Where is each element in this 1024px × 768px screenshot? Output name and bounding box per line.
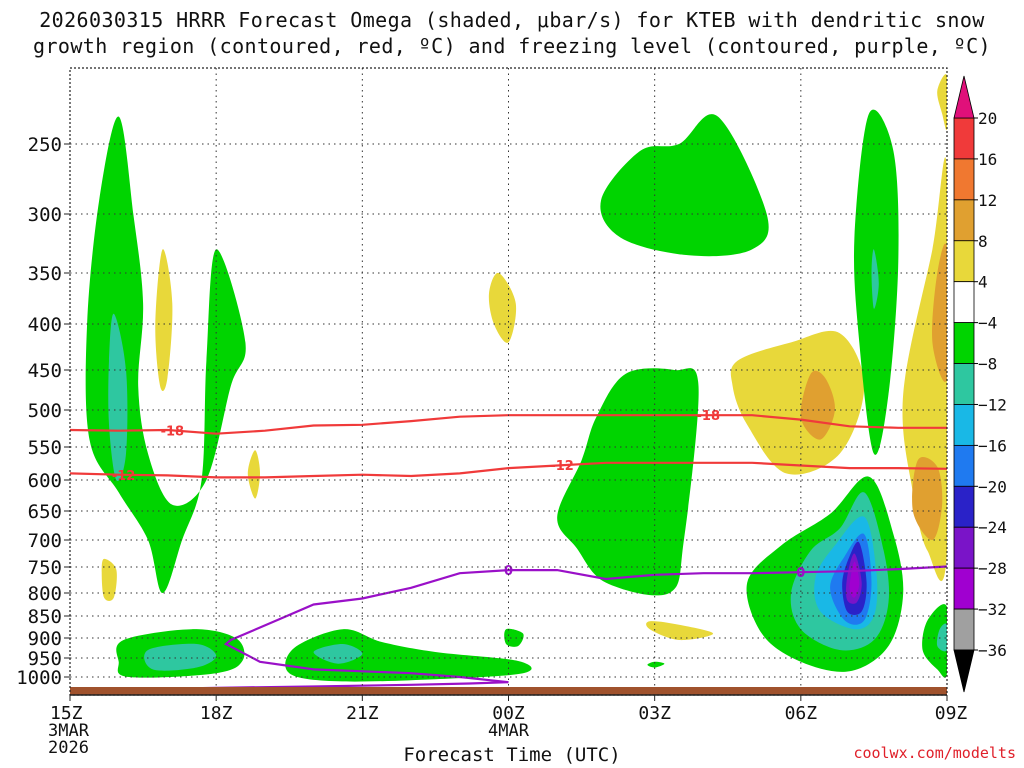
omega-orange-region — [912, 456, 943, 541]
omega-green-region — [922, 604, 947, 678]
omega-shading-layer: -18 -18 -12 -12 0 0 — [70, 74, 947, 691]
colorbar-label: −24 — [978, 518, 1007, 537]
contour-label-dgz_bottom: -12 — [550, 459, 574, 474]
contour-label-freezing_level_main: 0 — [796, 566, 805, 581]
x-tick-label: 18Z — [200, 703, 233, 724]
contour-label-freezing_level_main: 0 — [504, 564, 513, 579]
colorbar-bin — [953, 526, 975, 569]
y-tick-label: 1000 — [16, 667, 62, 689]
omega-yellow-region — [247, 450, 260, 499]
x-tick-label: 21Z — [346, 703, 379, 724]
colorbar-bin — [953, 608, 975, 651]
colorbar-label: −28 — [978, 559, 1007, 578]
y-tick-label: 600 — [28, 470, 62, 492]
chart-title-line2: growth region (contoured, red, ºC) and f… — [33, 34, 991, 58]
colorbar-bin — [953, 117, 975, 160]
y-tick-label: 250 — [28, 134, 62, 156]
omega-green-region — [647, 661, 665, 668]
y-tick-label: 500 — [28, 400, 62, 422]
credit-text: coolwx.com/modelts — [853, 744, 1016, 762]
omega-yellow-region — [101, 558, 117, 601]
colorbar-bin — [953, 444, 975, 487]
y-tick-label: 650 — [28, 501, 62, 523]
colorbar-label: −32 — [978, 600, 1007, 619]
y-tick-label: 350 — [28, 263, 62, 285]
colorbar-bottom-arrow — [953, 649, 975, 693]
omega-green-region — [600, 114, 769, 257]
colorbar-label: −20 — [978, 477, 1007, 496]
omega-yellow-region — [646, 621, 714, 641]
colorbar-label: −36 — [978, 641, 1007, 660]
omega-yellow-region — [730, 330, 865, 475]
contour-label-dgz_top: -18 — [161, 424, 185, 439]
omega-green-region — [557, 368, 699, 596]
y-tick-label: 550 — [28, 437, 62, 459]
colorbar-label: 16 — [978, 150, 997, 169]
colorbar-label: 20 — [978, 109, 997, 128]
colorbar-label: −4 — [978, 314, 997, 333]
colorbar-bin — [953, 240, 975, 283]
omega-yellow-region — [488, 272, 517, 343]
colorbar-bin — [953, 199, 975, 242]
x-tick-label: 03Z — [638, 703, 671, 724]
y-tick-label: 750 — [28, 557, 62, 579]
y-tick-label: 850 — [28, 606, 62, 628]
omega-teal-region — [144, 643, 217, 671]
omega-yellow-region — [155, 249, 173, 392]
omega-teal-region — [871, 249, 879, 309]
colorbar-bin — [953, 322, 975, 364]
omega-yellow-region — [937, 74, 947, 131]
x-tick-label: 15Z — [50, 703, 83, 724]
colorbar-bin — [953, 567, 975, 610]
ground-surface-band — [70, 687, 947, 695]
x-tick-label: 00Z — [492, 703, 525, 724]
contour-freezing_level_main — [223, 565, 947, 684]
x-tick-label: 06Z — [785, 703, 818, 724]
colorbar-label: −8 — [978, 355, 997, 374]
colorbar-bin — [953, 485, 975, 528]
y-tick-label: 800 — [28, 583, 62, 605]
y-tick-label: 300 — [28, 204, 62, 226]
x-tick-label: 09Z — [935, 703, 968, 724]
y-tick-label: 450 — [28, 360, 62, 382]
omega-teal-region — [936, 623, 947, 652]
omega-green-region — [285, 629, 532, 682]
colorbar-label: 12 — [978, 191, 997, 210]
colorbar-bin — [953, 363, 975, 405]
x-tick-year-label: 2026 — [48, 738, 89, 758]
colorbar-bin — [953, 404, 975, 446]
contour-label-dgz_bottom: -12 — [112, 469, 136, 484]
chart-title-line1: 2026030315 HRRR Forecast Omega (shaded, … — [39, 8, 985, 32]
x-axis-label: Forecast Time (UTC) — [403, 744, 621, 766]
x-tick-sublabel: 3MAR — [48, 721, 90, 741]
x-tick-sublabel: 4MAR — [488, 721, 530, 741]
omega-teal-region — [313, 643, 363, 664]
contour-label-dgz_top: -18 — [697, 409, 721, 424]
y-tick-label: 700 — [28, 530, 62, 552]
colorbar-label: −16 — [978, 436, 1007, 455]
colorbar-top-arrow — [953, 75, 975, 119]
colorbar-label: −12 — [978, 395, 1007, 414]
omega-green-region — [504, 628, 524, 647]
omega-teal-region — [108, 313, 128, 482]
colorbar-bin — [953, 158, 975, 201]
y-tick-label: 400 — [28, 314, 62, 336]
omega-orange-region — [932, 243, 947, 382]
colorbar-label: 8 — [978, 232, 988, 251]
y-tick-label: 950 — [28, 648, 62, 670]
colorbar-label: 4 — [978, 273, 988, 292]
y-tick-label: 900 — [28, 628, 62, 650]
colorbar-bin — [953, 281, 975, 324]
